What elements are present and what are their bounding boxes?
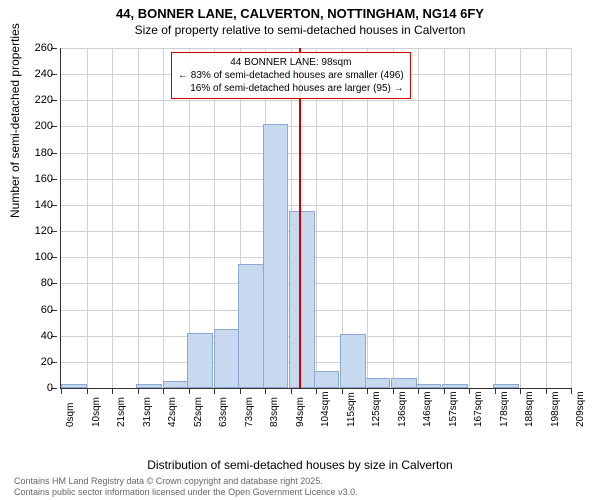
footer-line2: Contains public sector information licen…: [14, 487, 358, 498]
histogram-bar: [289, 211, 315, 388]
grid-line-vertical: [495, 48, 496, 388]
y-tick-label: 60: [23, 304, 53, 316]
x-tick-label: 167sqm: [473, 391, 484, 427]
annotation-line1: 44 BONNER LANE: 98sqm: [178, 56, 404, 69]
x-tick-label: 10sqm: [91, 397, 102, 427]
annotation-line2: ← 83% of semi-detached houses are smalle…: [178, 69, 404, 82]
y-tick-label: 260: [23, 42, 53, 54]
y-tick-label: 80: [23, 277, 53, 289]
grid-line-vertical: [571, 48, 572, 388]
x-tick: [444, 388, 445, 394]
x-tick-label: 52sqm: [193, 397, 204, 427]
x-tick: [546, 388, 547, 394]
x-tick: [87, 388, 88, 394]
grid-line-vertical: [469, 48, 470, 388]
x-tick-label: 31sqm: [142, 397, 153, 427]
x-tick: [342, 388, 343, 394]
y-tick-label: 120: [23, 225, 53, 237]
x-tick-label: 157sqm: [448, 391, 459, 427]
x-tick: [316, 388, 317, 394]
marker-line: [299, 48, 301, 388]
y-tick-label: 220: [23, 94, 53, 106]
x-tick: [418, 388, 419, 394]
chart-title: 44, BONNER LANE, CALVERTON, NOTTINGHAM, …: [0, 0, 600, 23]
histogram-bar: [214, 329, 240, 388]
x-tick-label: 94sqm: [295, 397, 306, 427]
x-tick: [367, 388, 368, 394]
histogram-bar: [163, 381, 189, 388]
histogram-bar: [263, 124, 289, 388]
histogram-bar: [416, 384, 442, 388]
footer-line1: Contains HM Land Registry data © Crown c…: [14, 476, 358, 487]
histogram-bar: [365, 378, 391, 388]
x-tick-label: 178sqm: [499, 391, 510, 427]
grid-line-vertical: [418, 48, 419, 388]
x-tick-label: 42sqm: [167, 397, 178, 427]
histogram-bar: [136, 384, 162, 388]
x-tick-label: 146sqm: [422, 391, 433, 427]
x-tick: [240, 388, 241, 394]
x-tick-label: 136sqm: [397, 391, 408, 427]
histogram-bar: [493, 384, 519, 388]
x-tick: [393, 388, 394, 394]
annotation-box: 44 BONNER LANE: 98sqm ← 83% of semi-deta…: [171, 52, 411, 99]
x-tick: [112, 388, 113, 394]
chart-subtitle: Size of property relative to semi-detach…: [0, 23, 600, 39]
histogram-bar: [238, 264, 264, 388]
histogram-bar: [314, 371, 340, 388]
grid-line-vertical: [520, 48, 521, 388]
y-tick-label: 20: [23, 356, 53, 368]
x-tick: [138, 388, 139, 394]
grid-line-vertical: [163, 48, 164, 388]
x-tick: [571, 388, 572, 394]
x-tick-label: 83sqm: [269, 397, 280, 427]
grid-line-vertical: [546, 48, 547, 388]
y-tick-label: 160: [23, 173, 53, 185]
histogram-bar: [340, 334, 366, 388]
grid-line-vertical: [87, 48, 88, 388]
x-tick-label: 104sqm: [320, 391, 331, 427]
x-tick: [163, 388, 164, 394]
x-tick: [214, 388, 215, 394]
y-tick-label: 180: [23, 147, 53, 159]
histogram-bar: [61, 384, 87, 388]
x-tick-label: 198sqm: [550, 391, 561, 427]
histogram-bar: [442, 384, 468, 388]
x-tick-label: 21sqm: [116, 397, 127, 427]
x-tick-label: 115sqm: [346, 392, 357, 427]
y-tick-label: 240: [23, 68, 53, 80]
x-tick-label: 63sqm: [218, 397, 229, 427]
chart-container: 44, BONNER LANE, CALVERTON, NOTTINGHAM, …: [0, 0, 600, 500]
x-tick-label: 73sqm: [244, 397, 255, 427]
y-tick-label: 0: [23, 382, 53, 394]
x-tick: [291, 388, 292, 394]
grid-line-vertical: [316, 48, 317, 388]
y-tick-label: 100: [23, 251, 53, 263]
x-tick-label: 125sqm: [371, 391, 382, 427]
x-tick-label: 209sqm: [575, 391, 586, 427]
plot-area: 0204060801001201401601802002202402600sqm…: [60, 48, 571, 389]
x-tick-label: 0sqm: [65, 403, 76, 427]
y-axis-label: Number of semi-detached properties: [8, 23, 22, 218]
grid-line-vertical: [393, 48, 394, 388]
x-tick-label: 188sqm: [524, 391, 535, 427]
x-tick: [495, 388, 496, 394]
y-tick-label: 140: [23, 199, 53, 211]
x-tick: [61, 388, 62, 394]
y-tick-label: 40: [23, 330, 53, 342]
x-tick: [265, 388, 266, 394]
histogram-bar: [391, 378, 417, 388]
x-tick: [189, 388, 190, 394]
annotation-line3: 16% of semi-detached houses are larger (…: [178, 82, 404, 95]
x-axis-label: Distribution of semi-detached houses by …: [0, 458, 600, 472]
histogram-bar: [187, 333, 213, 388]
footer-text: Contains HM Land Registry data © Crown c…: [14, 476, 358, 498]
y-tick-label: 200: [23, 120, 53, 132]
grid-line-vertical: [138, 48, 139, 388]
x-tick: [469, 388, 470, 394]
grid-line-vertical: [112, 48, 113, 388]
x-tick: [520, 388, 521, 394]
grid-line-vertical: [367, 48, 368, 388]
grid-line-vertical: [444, 48, 445, 388]
